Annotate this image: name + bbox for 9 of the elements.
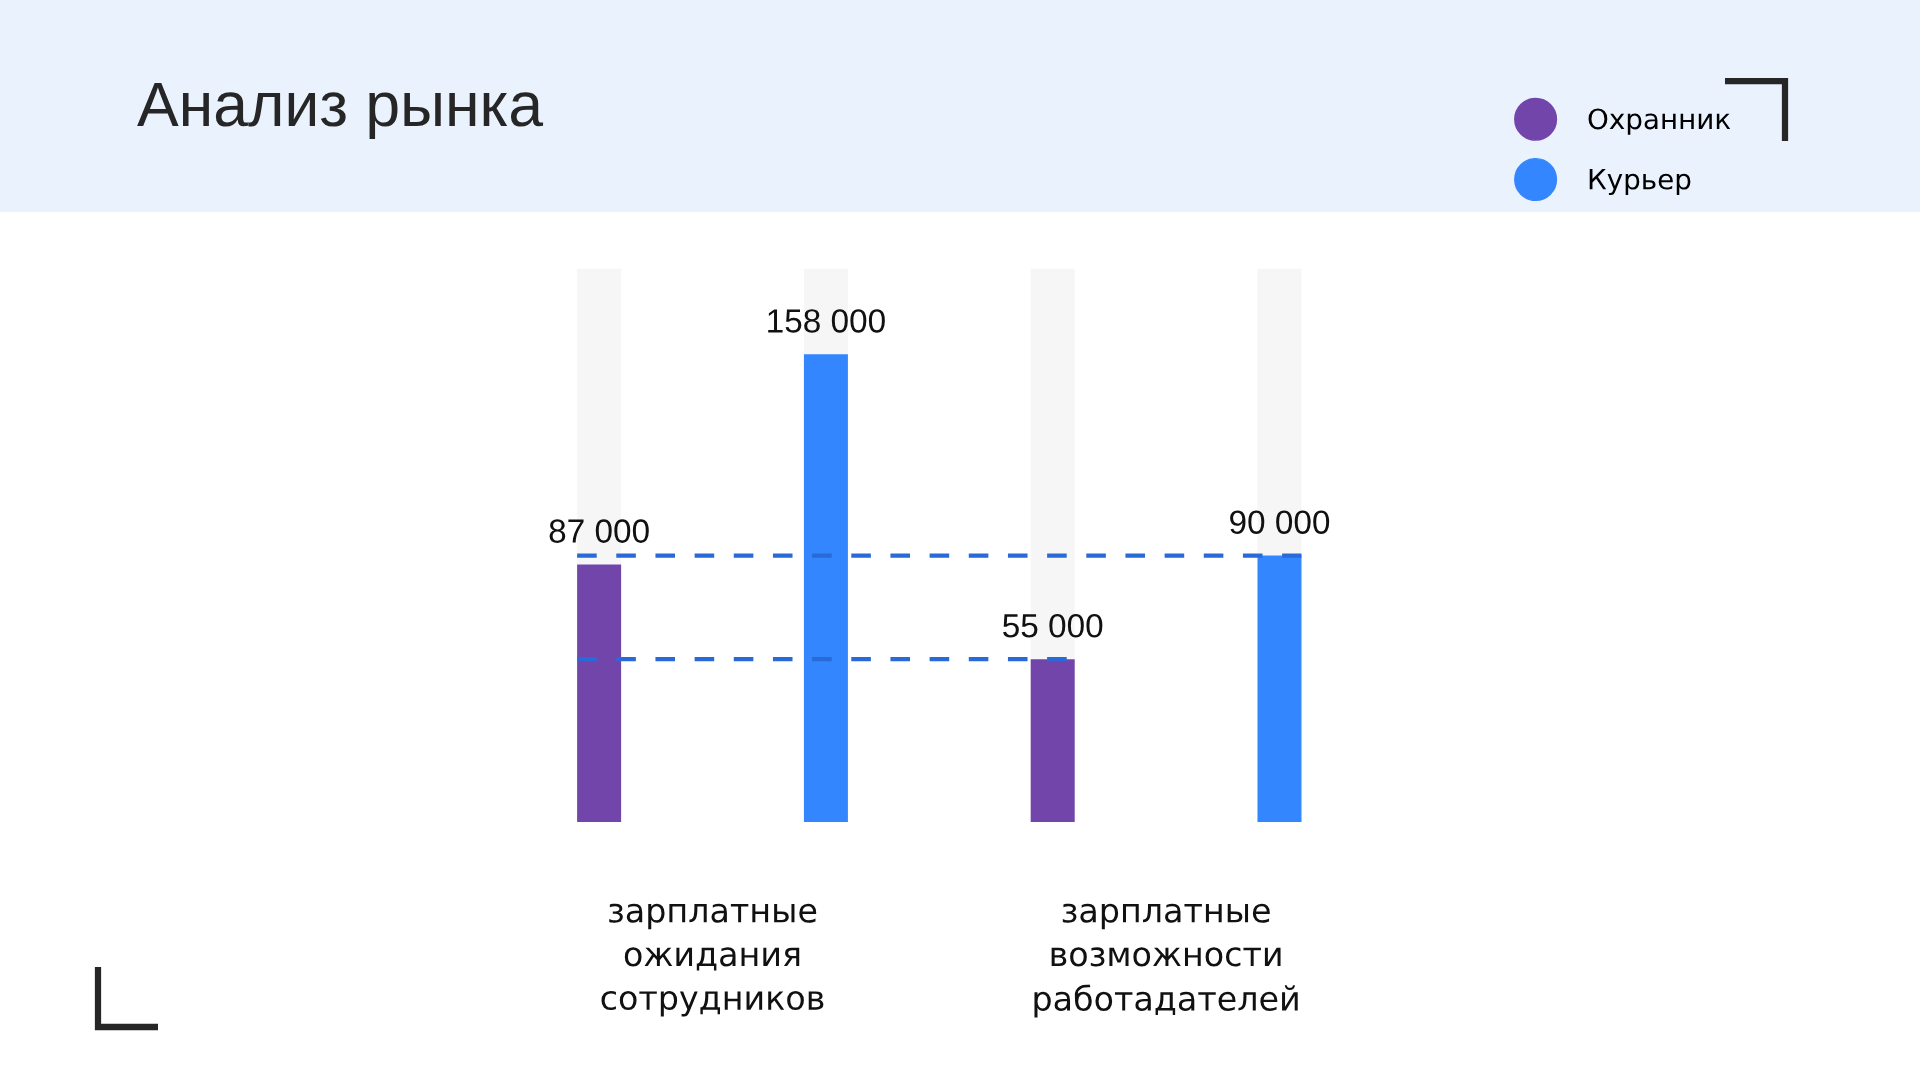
data-label: 90 000 [1230,510,1330,534]
x-tick-label: зарплатные возможности работадателей [1034,903,1298,1018]
chart-title: Анализ рынка [137,83,544,139]
data-label: 87 000 [549,519,649,543]
legend-label: Курьер [1589,168,1691,195]
data-label: 158 000 [768,309,885,333]
legend-label: Охранник [1588,108,1731,135]
data-label: 55 000 [1003,613,1103,638]
x-tick-label: зарплатные ожидания сотрудников [601,903,824,1017]
